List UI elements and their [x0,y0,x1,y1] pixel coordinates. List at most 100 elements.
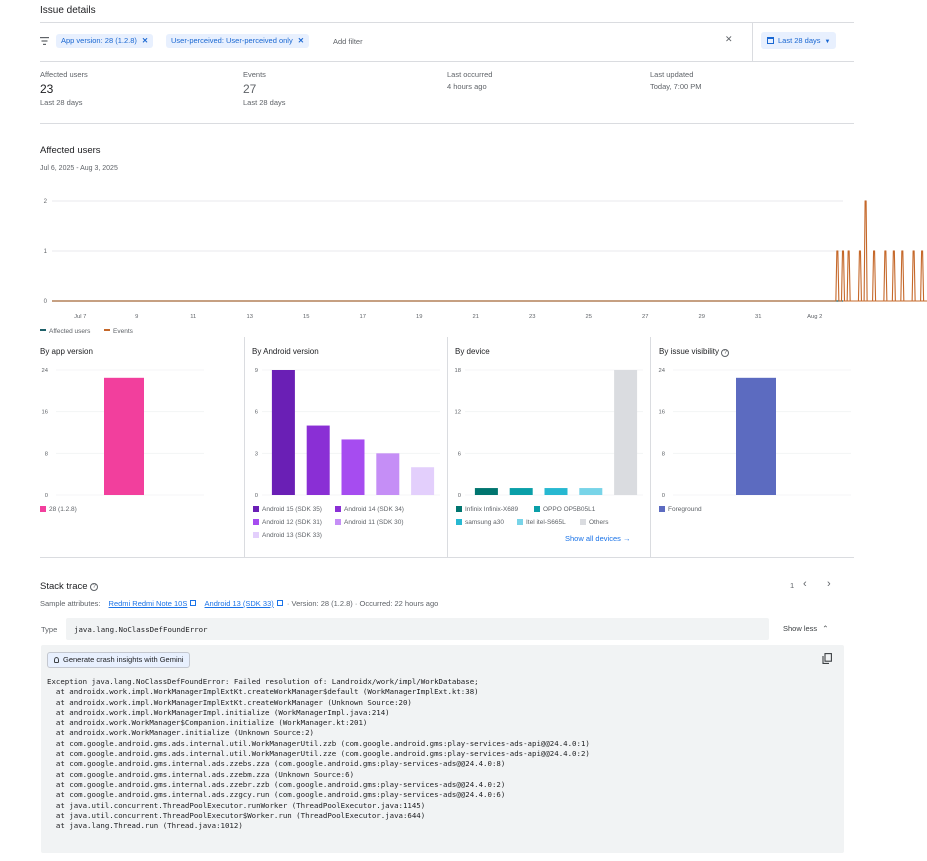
stat-value: Today, 7:00 PM [650,82,702,91]
bar [509,488,533,495]
y-tick-label: 0 [44,299,48,305]
y-tick-label: 12 [455,410,461,416]
events-point [873,250,875,252]
x-tick-label: 19 [416,314,422,320]
legend-swatch [253,519,259,525]
legend-app-version: 28 (1.2.8) [40,506,77,513]
legend-affected-users: Affected users [40,328,90,335]
help-icon[interactable]: ? [90,583,99,591]
stack-trace-line: at com.google.android.gms.internal.ads.z… [47,790,506,800]
legend-android-14: Android 14 (SDK 34) [335,506,404,513]
legend-label: Infinix Infinix-X689 [465,506,519,513]
chevron-left-icon[interactable]: ‹ [803,578,807,590]
stack-trace-title: Stack trace ? [40,581,99,592]
show-less-button[interactable]: Show less ⌃ [783,624,829,633]
sample-occurred: Occurred: 22 hours ago [359,599,439,608]
close-icon[interactable]: ✕ [297,36,305,45]
y-tick-label: 6 [255,410,258,416]
events-point [865,200,867,202]
stack-trace-line: Exception java.lang.NoClassDefFoundError… [47,677,479,686]
stat-value: 27 [243,82,257,96]
type-field [66,618,769,640]
close-icon[interactable]: ✕ [141,36,149,45]
legend-label: Android 12 (SDK 31) [262,519,322,526]
events-series-line [52,200,927,302]
lightbulb-icon [54,657,59,663]
sample-version: Version: 28 (1.2.8) [291,599,353,608]
legend-swatch [456,519,462,525]
events-point [901,250,903,252]
stat-label: Events [243,70,266,79]
clear-filters-icon[interactable]: ✕ [725,34,733,44]
chip-label: App version: 28 (1.2.8) [61,36,137,45]
stack-trace-panel [41,645,844,853]
bar [474,488,498,495]
bar [376,453,400,495]
stack-trace-line: at com.google.android.gms.internal.ads.z… [47,759,506,769]
sample-attributes: Sample attributes: Redmi Redmi Note 10S … [40,599,439,608]
chip-label: User-perceived: User-perceived only [171,36,293,45]
stack-trace-line: at com.google.android.gms.ads.internal.u… [47,738,590,748]
panel-title-app-version: By app version [40,347,93,356]
filter-icon[interactable] [40,37,49,47]
date-range-button[interactable]: Last 28 days ▼ [761,32,837,49]
stat-value: 23 [40,82,54,96]
stack-trace-line: at com.google.android.gms.ads.internal.u… [47,749,590,759]
stack-trace-line: at androidx.work.impl.WorkManagerImpl.in… [47,707,390,717]
chevron-right-icon[interactable]: › [827,578,831,590]
x-tick-label: Jul 7 [74,314,86,320]
events-point [842,250,844,252]
help-icon[interactable]: ? [721,349,730,357]
stat-sub: Last 28 days [243,98,286,107]
x-tick-label: 25 [586,314,592,320]
open-in-new-icon[interactable] [190,600,197,606]
y-tick-label: 8 [662,451,665,457]
legend-device-others: Others [580,519,609,526]
x-tick-label: 29 [699,314,705,320]
x-tick-label: 21 [473,314,479,320]
stack-trace-line: at androidx.work.impl.WorkManagerImplExt… [47,697,412,707]
events-point [836,250,838,252]
chevron-down-icon: ▼ [824,39,831,45]
divider [447,337,448,557]
x-tick-label: 31 [755,314,761,320]
legend-swatch [580,519,586,525]
stat-label: Affected users [40,70,88,79]
add-filter-input[interactable]: Add filter [333,37,363,46]
sample-android-link[interactable]: Android 13 (SDK 33) [204,599,274,608]
legend-swatch [253,506,259,512]
copy-icon[interactable] [822,653,832,666]
bar [544,488,568,495]
y-tick-label: 0 [458,493,461,499]
legend-device-oppo: OPPO OP5B05L1 [534,506,595,513]
legend-android-11: Android 11 (SDK 30) [335,519,404,526]
x-tick-label: 17 [360,314,366,320]
show-all-devices-link[interactable]: Show all devices → [565,534,630,543]
link-label: Show all devices [565,534,621,543]
stack-trace-line: at androidx.work.WorkManager.initialize … [47,728,314,738]
open-in-new-icon[interactable] [276,600,283,606]
affected-users-title: Affected users [40,145,101,156]
stat-sub: Last 28 days [40,98,83,107]
filter-chip-user-perceived[interactable]: User-perceived: User-perceived only ✕ [166,34,310,48]
gemini-insights-button[interactable]: Generate crash insights with Gemini [47,652,191,668]
show-less-label: Show less [783,624,818,633]
bar [104,377,144,495]
y-tick-label: 3 [255,451,258,457]
x-tick-label: 9 [135,314,138,320]
legend-android-12: Android 12 (SDK 31) [253,519,322,526]
panel-title-label: By issue visibility [659,347,720,356]
divider [40,557,854,558]
filter-chip-app-version[interactable]: App version: 28 (1.2.8) ✕ [56,34,154,48]
legend-label: Others [589,519,609,526]
legend-swatch [335,506,341,512]
divider [650,337,651,557]
legend-label: Android 11 (SDK 30) [344,519,404,526]
y-tick-label: 0 [662,493,665,499]
stack-trace-lines: Exception java.lang.NoClassDefFoundError… [47,677,590,831]
sample-device-link[interactable]: Redmi Redmi Note 10S [108,599,188,608]
legend-label: Android 13 (SDK 33) [262,532,322,539]
legend-label: Itel itel-S665L [526,519,566,526]
panel-title-android-version: By Android version [252,347,319,356]
x-tick-label: Aug 2 [807,314,822,320]
